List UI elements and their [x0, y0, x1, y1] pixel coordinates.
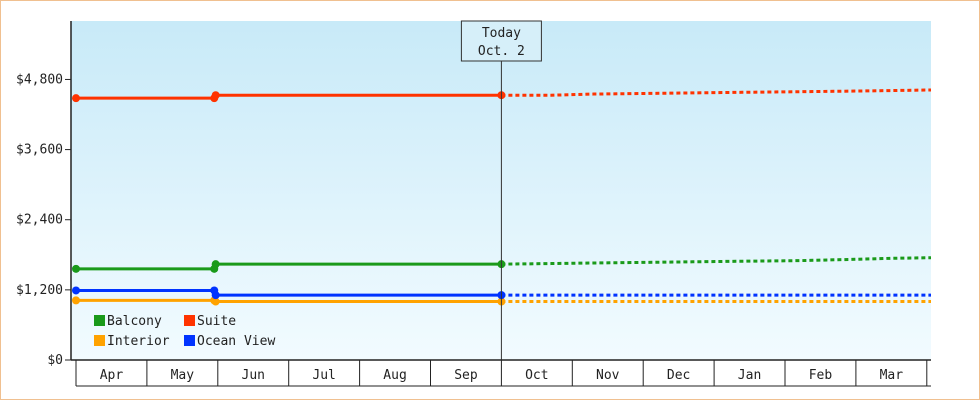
series-layer: [72, 88, 932, 306]
y-tick-label: $2,400: [16, 213, 63, 228]
x-tick-label: Nov: [596, 368, 620, 383]
legend-swatch: [184, 315, 195, 326]
x-tick-label: Feb: [809, 368, 833, 383]
y-tick-label: $0: [47, 353, 63, 368]
x-tick-label: Dec: [667, 368, 690, 383]
x-tick-label: Oct: [525, 368, 548, 383]
legend-label: Interior: [107, 334, 170, 349]
x-tick-label: Jun: [242, 368, 265, 383]
today-date-label: Oct. 2: [478, 44, 525, 59]
data-point: [211, 260, 220, 269]
x-tick-label: Aug: [383, 368, 406, 383]
today-label: Today: [482, 26, 521, 41]
axes-layer: $0 $1,200 $2,400 $3,600 $4,800 Apr May Jun Jul Au…: [16, 21, 931, 387]
x-tick-label: Jan: [738, 368, 761, 383]
data-point: [72, 286, 80, 295]
x-tick-label: Apr: [100, 368, 124, 383]
legend-swatch: [94, 335, 105, 346]
series-interior: [72, 296, 931, 306]
legend: Balcony Suite Interior Ocean View: [94, 314, 275, 349]
y-tick-label: $4,800: [16, 72, 63, 87]
series-line-forecast: [501, 256, 932, 266]
series-line-forecast: [501, 88, 932, 97]
x-tick-label: Jul: [312, 368, 335, 383]
data-point: [211, 297, 220, 306]
y-tick-label: $3,600: [16, 143, 63, 158]
legend-label: Ocean View: [197, 334, 275, 349]
y-tick-label: $1,200: [16, 283, 63, 298]
data-point: [211, 291, 220, 300]
legend-swatch: [94, 315, 105, 326]
series-balcony: [72, 256, 932, 273]
x-tick-label: May: [171, 368, 195, 383]
data-point: [72, 94, 80, 103]
data-point: [72, 296, 80, 305]
series-ocean-view: [72, 286, 931, 300]
x-tick-label: Sep: [454, 368, 478, 383]
today-callout: Today Oct. 2: [460, 20, 542, 62]
legend-label: Balcony: [107, 314, 162, 329]
series-line-actual: [76, 298, 502, 304]
today-label-box: [460, 20, 542, 62]
data-point: [211, 91, 220, 100]
x-tick-label: Mar: [880, 368, 904, 383]
data-point: [72, 264, 80, 273]
legend-swatch: [184, 335, 195, 346]
legend-label: Suite: [197, 314, 236, 329]
